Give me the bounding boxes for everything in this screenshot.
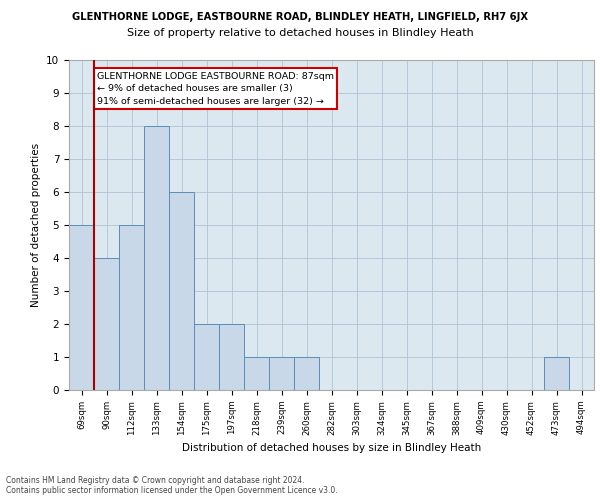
Text: Size of property relative to detached houses in Blindley Heath: Size of property relative to detached ho… bbox=[127, 28, 473, 38]
Bar bbox=[169, 192, 194, 390]
Bar bbox=[70, 225, 94, 390]
Bar bbox=[194, 324, 218, 390]
Bar bbox=[244, 357, 269, 390]
Bar bbox=[220, 324, 244, 390]
Text: GLENTHORNE LODGE, EASTBOURNE ROAD, BLINDLEY HEATH, LINGFIELD, RH7 6JX: GLENTHORNE LODGE, EASTBOURNE ROAD, BLIND… bbox=[72, 12, 528, 22]
Y-axis label: Number of detached properties: Number of detached properties bbox=[31, 143, 41, 307]
Bar bbox=[269, 357, 293, 390]
Bar bbox=[119, 225, 143, 390]
Text: Contains HM Land Registry data © Crown copyright and database right 2024.
Contai: Contains HM Land Registry data © Crown c… bbox=[6, 476, 338, 495]
Bar bbox=[295, 357, 319, 390]
X-axis label: Distribution of detached houses by size in Blindley Heath: Distribution of detached houses by size … bbox=[182, 443, 481, 453]
Text: GLENTHORNE LODGE EASTBOURNE ROAD: 87sqm
← 9% of detached houses are smaller (3)
: GLENTHORNE LODGE EASTBOURNE ROAD: 87sqm … bbox=[97, 72, 334, 106]
Bar bbox=[145, 126, 169, 390]
Bar bbox=[94, 258, 119, 390]
Bar bbox=[544, 357, 569, 390]
